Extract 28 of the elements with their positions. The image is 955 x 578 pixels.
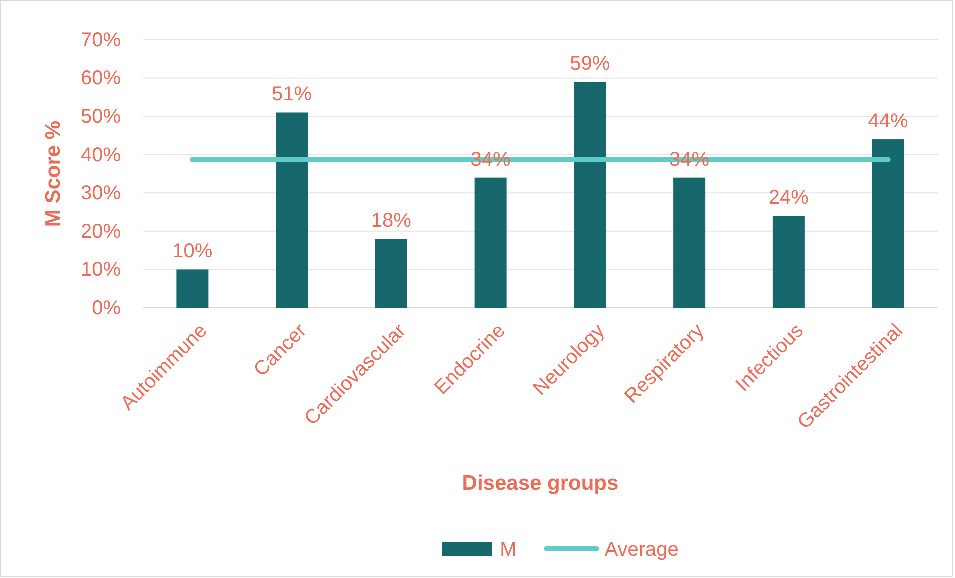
- legend-label: Average: [604, 539, 679, 561]
- data-label: 10%: [172, 240, 213, 263]
- y-tick-label: 40%: [80, 144, 122, 166]
- y-axis-title: M Score %: [42, 120, 65, 228]
- bar: [772, 216, 805, 308]
- bar: [474, 178, 507, 308]
- y-tick-label: 50%: [80, 106, 122, 128]
- bar: [872, 140, 904, 308]
- bar: [574, 82, 606, 308]
- data-label: 24%: [768, 187, 810, 210]
- y-tick-label: 10%: [80, 259, 122, 282]
- y-tick-label: 30%: [80, 182, 122, 205]
- y-tick-label: 20%: [80, 220, 122, 243]
- bar: [375, 239, 408, 308]
- data-label: 44%: [868, 110, 909, 133]
- data-label: 34%: [470, 148, 512, 171]
- y-tick-label: 60%: [80, 68, 122, 90]
- bar: [176, 270, 209, 308]
- data-label: 59%: [570, 53, 610, 76]
- data-label: 34%: [670, 148, 710, 171]
- data-label: 51%: [272, 84, 312, 106]
- data-label: 18%: [371, 210, 412, 232]
- legend-label: M: [500, 539, 517, 561]
- y-tick-label: 0%: [92, 297, 122, 320]
- bar: [276, 112, 308, 308]
- bar: [674, 178, 706, 308]
- y-tick-label: 70%: [80, 29, 122, 52]
- x-axis-title: Disease groups: [462, 472, 619, 495]
